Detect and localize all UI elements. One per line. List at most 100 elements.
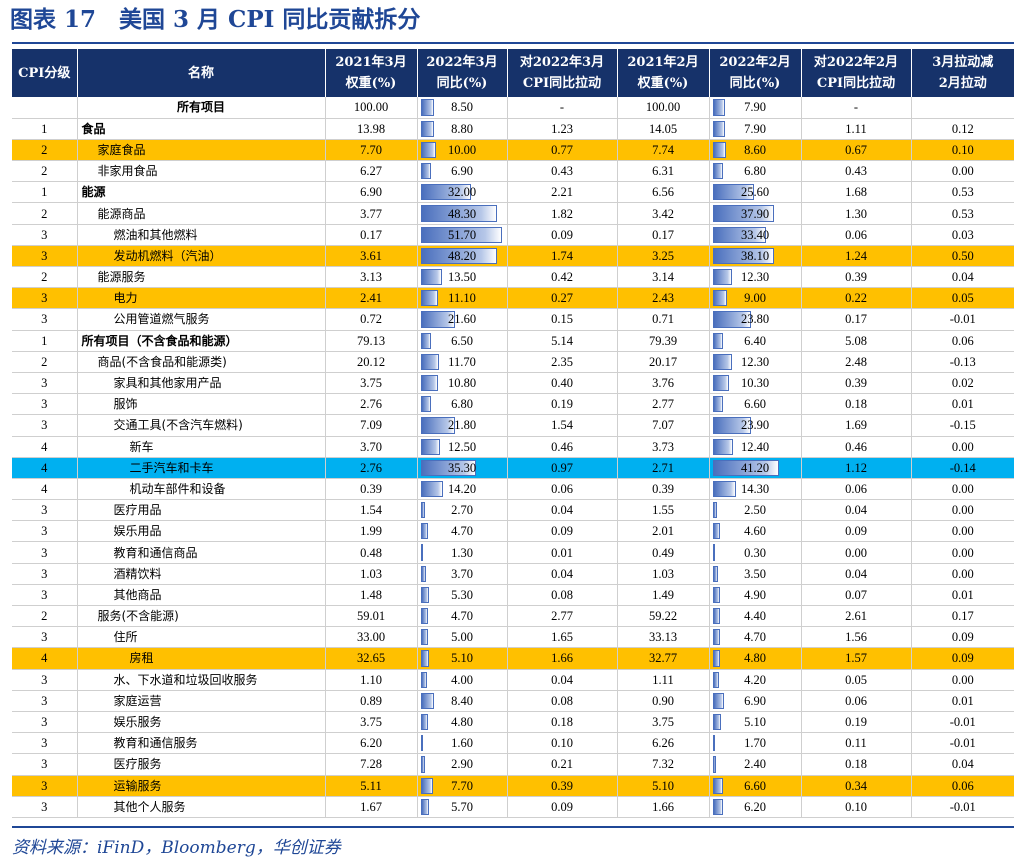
yoy-mar-cell: 4.70 bbox=[417, 520, 508, 543]
data-bar bbox=[712, 226, 767, 243]
weight-mar-cell: 1.03 bbox=[325, 563, 418, 585]
weight-mar-cell: 7.70 bbox=[325, 139, 418, 162]
yoy-value: 5.10 bbox=[451, 651, 473, 666]
item-name-cell: 教育和通信商品 bbox=[77, 541, 326, 564]
level-cell: 4 bbox=[12, 478, 78, 501]
yoy-mar-cell: 35.30 bbox=[417, 457, 508, 479]
contrib-feb-cell: 1.11 bbox=[801, 118, 912, 140]
contrib-mar-cell: 1.54 bbox=[507, 414, 618, 437]
contrib-mar-cell: 0.77 bbox=[507, 139, 618, 162]
weight-mar-cell: 7.28 bbox=[325, 753, 418, 776]
contrib-diff-cell: -0.13 bbox=[911, 351, 1014, 373]
table-row: 3 医疗用品 1.54 2.70 0.04 1.55 2.50 0.04 0.00 bbox=[12, 499, 1014, 522]
yoy-mar-cell: 48.30 bbox=[417, 202, 508, 225]
column-header: 3月拉动减 2月拉动 bbox=[911, 49, 1014, 97]
yoy-mar-cell: 8.80 bbox=[417, 118, 508, 140]
yoy-value: 12.30 bbox=[740, 354, 770, 369]
contrib-diff-cell: 0.01 bbox=[911, 393, 1014, 416]
yoy-value: 6.80 bbox=[451, 397, 473, 412]
contrib-feb-cell: 0.39 bbox=[801, 372, 912, 395]
data-bar bbox=[420, 141, 437, 159]
column-header-line1: 2021年2月 bbox=[627, 55, 699, 70]
data-bar bbox=[420, 523, 428, 540]
data-bar bbox=[712, 523, 720, 540]
weight-mar-cell: 3.70 bbox=[325, 436, 418, 458]
data-bar bbox=[420, 544, 423, 561]
yoy-mar-cell: 6.80 bbox=[417, 393, 508, 416]
contrib-diff-cell: 0.00 bbox=[911, 669, 1014, 691]
item-name-cell: 电力 bbox=[77, 287, 326, 310]
level-cell: 2 bbox=[12, 202, 78, 225]
yoy-mar-cell: 2.70 bbox=[417, 499, 508, 522]
table-row: 3 发动机燃料（汽油） 3.61 48.20 1.74 3.25 38.10 1.24 0.50 bbox=[12, 245, 1014, 268]
item-name-cell: 医疗用品 bbox=[77, 499, 326, 522]
table-row: 4 新车 3.70 12.50 0.46 3.73 12.40 0.46 0.00 bbox=[12, 436, 1014, 458]
level-cell: 2 bbox=[12, 605, 78, 628]
column-header-line2: 同比(%) bbox=[729, 76, 781, 91]
yoy-value: 3.50 bbox=[744, 566, 766, 581]
contrib-mar-cell: 0.43 bbox=[507, 160, 618, 183]
yoy-value: 4.80 bbox=[744, 651, 766, 666]
weight-feb-cell: 0.17 bbox=[617, 224, 710, 246]
data-bar bbox=[420, 713, 429, 731]
data-bar bbox=[712, 608, 720, 625]
data-bar bbox=[712, 502, 717, 519]
yoy-value: 21.60 bbox=[447, 312, 477, 327]
yoy-feb-cell: 4.90 bbox=[709, 584, 802, 607]
contrib-diff-cell: 0.09 bbox=[911, 647, 1014, 670]
weight-feb-cell: 2.43 bbox=[617, 287, 710, 310]
column-header: 2021年3月 权重(%) bbox=[325, 49, 418, 97]
weight-mar-cell: 33.00 bbox=[325, 626, 418, 649]
level-cell: 3 bbox=[12, 372, 78, 395]
yoy-value: 3.70 bbox=[451, 566, 473, 581]
yoy-value: 2.90 bbox=[451, 757, 473, 772]
weight-feb-cell: 7.32 bbox=[617, 753, 710, 776]
contrib-feb-cell: 1.56 bbox=[801, 626, 912, 649]
yoy-mar-cell: 5.70 bbox=[417, 796, 508, 818]
table-row: 1 食品 13.98 8.80 1.23 14.05 7.90 1.11 0.12 bbox=[12, 118, 1014, 140]
contrib-mar-cell: 0.04 bbox=[507, 499, 618, 522]
yoy-value: 4.70 bbox=[451, 609, 473, 624]
yoy-value: 6.60 bbox=[744, 778, 766, 793]
yoy-value: 8.80 bbox=[451, 121, 473, 136]
item-name-cell: 二手汽车和卡车 bbox=[77, 457, 326, 479]
yoy-value: 35.30 bbox=[447, 460, 477, 475]
contrib-feb-cell: 1.68 bbox=[801, 181, 912, 204]
weight-mar-cell: 1.67 bbox=[325, 796, 418, 818]
weight-mar-cell: 20.12 bbox=[325, 351, 418, 373]
yoy-mar-cell: 5.10 bbox=[417, 647, 508, 670]
yoy-value: 4.20 bbox=[744, 672, 766, 687]
yoy-mar-cell: 48.20 bbox=[417, 245, 508, 268]
title-rule bbox=[12, 42, 1014, 44]
yoy-feb-cell: 12.40 bbox=[709, 436, 802, 458]
level-cell: 3 bbox=[12, 541, 78, 564]
contrib-diff-cell: 0.12 bbox=[911, 118, 1014, 140]
yoy-feb-cell: 6.60 bbox=[709, 775, 802, 797]
yoy-value: 5.30 bbox=[451, 587, 473, 602]
yoy-mar-cell: 14.20 bbox=[417, 478, 508, 501]
yoy-value: 0.30 bbox=[744, 545, 766, 560]
weight-feb-cell: 14.05 bbox=[617, 118, 710, 140]
contrib-feb-cell: 0.34 bbox=[801, 775, 912, 797]
yoy-value: 7.70 bbox=[451, 778, 473, 793]
yoy-value: 4.60 bbox=[744, 524, 766, 539]
contrib-mar-cell: 1.74 bbox=[507, 245, 618, 268]
data-bar bbox=[420, 459, 477, 476]
data-bar bbox=[420, 586, 429, 603]
yoy-value: 4.80 bbox=[451, 715, 473, 730]
weight-mar-cell: 1.99 bbox=[325, 520, 418, 543]
data-bar bbox=[420, 374, 438, 392]
column-header: 2021年2月 权重(%) bbox=[617, 49, 710, 97]
level-cell: 4 bbox=[12, 436, 78, 458]
level-cell: 1 bbox=[12, 118, 78, 140]
item-name-cell: 公用管道燃气服务 bbox=[77, 308, 326, 331]
item-name-cell: 水、下水道和垃圾回收服务 bbox=[77, 669, 326, 691]
yoy-value: 25.60 bbox=[740, 185, 770, 200]
yoy-mar-cell: 4.00 bbox=[417, 669, 508, 691]
level-cell: 1 bbox=[12, 181, 78, 204]
weight-mar-cell: 0.72 bbox=[325, 308, 418, 331]
weight-feb-cell: 1.11 bbox=[617, 669, 710, 691]
contrib-diff-cell bbox=[911, 97, 1014, 119]
yoy-value: 6.50 bbox=[451, 333, 473, 348]
data-bar bbox=[712, 650, 721, 667]
